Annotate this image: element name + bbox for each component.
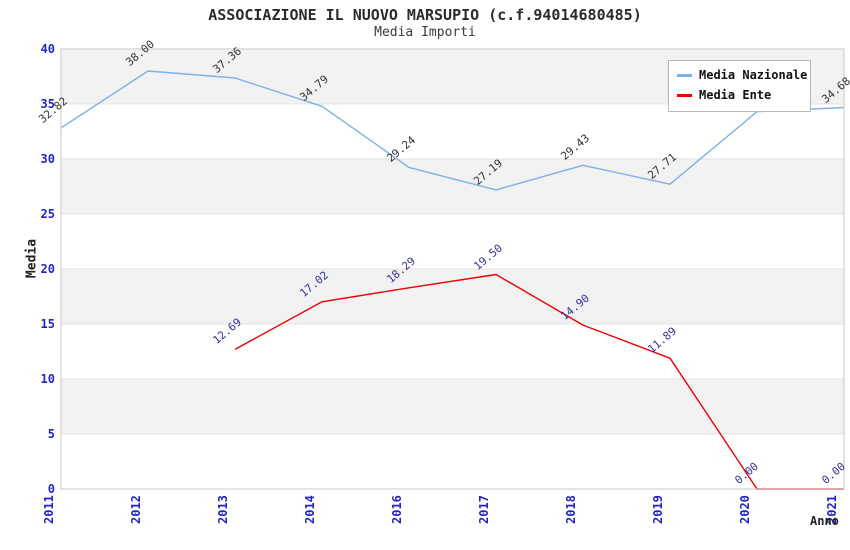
x-tick-label: 2018 [564,495,578,524]
legend-line-swatch-blue-icon [677,74,692,77]
y-tick-label: 40 [40,42,55,56]
y-axis-title: Media [24,238,40,279]
grid-band [61,324,844,379]
legend-label-media-ente: Media Ente [699,88,772,102]
grid-band [61,159,844,214]
grid-band [61,269,844,324]
x-tick-label: 2019 [651,495,665,524]
plot-border [60,48,845,490]
chart-title: ASSOCIAZIONE IL NUOVO MARSUPIO (c.f.9401… [208,6,642,24]
y-tick-label: 0 [47,482,55,496]
legend-label-media-nazionale: Media Nazionale [699,68,808,82]
x-tick-label: 2013 [216,495,230,524]
y-tick-label: 15 [40,317,55,331]
grid-band [61,214,844,269]
legend: Media Nazionale Media Ente [668,60,811,112]
y-tick-label: 25 [40,207,55,221]
y-tick-label: 30 [40,152,55,166]
grid-band [61,379,844,434]
series-line-media-ente [234,273,844,490]
y-tick-label: 5 [47,427,55,441]
grid-band [61,434,844,489]
x-tick-label: 2017 [477,495,491,524]
x-tick-label: 2014 [303,495,317,524]
y-tick-label: 20 [40,262,55,276]
x-tick-label: 2016 [390,495,404,524]
y-tick-label: 10 [40,372,55,386]
chart-subtitle: Media Importi [374,25,476,40]
y-tick-label: 35 [40,97,55,111]
x-tick-label: 2020 [738,495,752,524]
x-tick-label: 2011 [42,495,56,524]
x-tick-label: 2012 [129,495,143,524]
grid-band [61,104,844,159]
legend-item-media-ente: Media Ente [677,89,806,102]
legend-item-media-nazionale: Media Nazionale [677,68,808,82]
legend-line-swatch-red-icon [677,94,692,97]
x-axis-title: Anno [810,514,839,528]
series-line-media-nazionale [60,70,845,191]
